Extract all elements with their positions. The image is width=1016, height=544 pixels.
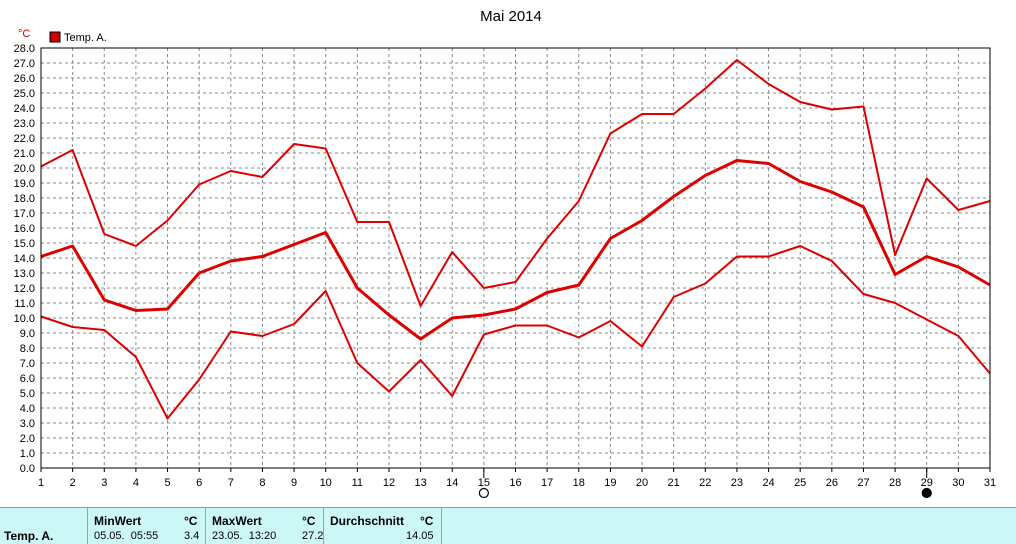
x-tick-label: 24 (762, 477, 774, 489)
y-tick-label: 4.0 (20, 403, 35, 415)
y-axis-ticks: 0.0 1.0 2.0 3.0 4.0 5.0 6.0 7.0 8.0 9.0 10.0 11.0 12… (14, 43, 35, 475)
series-line-avg (40, 159, 991, 341)
min-date: 05.05. 05:55 (94, 530, 159, 542)
x-tick-label: 4 (133, 477, 139, 489)
legend-label: Temp. A. (64, 32, 107, 44)
x-tick-label: 18 (573, 477, 585, 489)
x-tick-label: 22 (699, 477, 711, 489)
x-tick-label: 1 (38, 477, 44, 489)
x-tick-label: 29 (921, 477, 933, 489)
x-tick-label: 5 (164, 477, 170, 489)
statistics-bar: Temp. A. MinWert °C 05.05. 05:55 3.4 Max… (0, 507, 1016, 544)
avg-unit: °C (420, 514, 434, 528)
max-unit: °C (302, 514, 316, 528)
min-header: MinWert (94, 514, 142, 528)
x-tick-label: 13 (414, 477, 426, 489)
y-tick-label: 28.0 (14, 43, 35, 55)
y-tick-label: 25.0 (14, 88, 35, 100)
grid (41, 48, 990, 468)
x-tick-label: 14 (446, 477, 458, 489)
y-tick-label: 17.0 (14, 208, 35, 220)
stats-row-label-cell: Temp. A. (0, 508, 88, 544)
x-tick-label: 3 (101, 477, 107, 489)
x-tick-label: 30 (952, 477, 964, 489)
x-tick-label: 15 (478, 477, 490, 489)
x-tick-label: 23 (731, 477, 743, 489)
x-tick-label: 10 (320, 477, 332, 489)
min-value: 3.4 (184, 530, 200, 542)
x-tick-label: 26 (826, 477, 838, 489)
chart-title: Mai 2014 (480, 8, 542, 25)
y-tick-label: 9.0 (20, 328, 35, 340)
x-tick-label: 27 (857, 477, 869, 489)
max-value: 27.2 (302, 530, 324, 542)
x-tick-label: 2 (70, 477, 76, 489)
y-tick-label: 1.0 (20, 448, 35, 460)
x-tick-label: 28 (889, 477, 901, 489)
y-tick-label: 13.0 (14, 268, 35, 280)
avg-value: 14.05 (406, 530, 434, 542)
max-date: 23.05. 13:20 (212, 530, 277, 542)
y-tick-label: 12.0 (14, 283, 35, 295)
x-tick-label: 6 (196, 477, 202, 489)
max-header: MaxWert (212, 514, 262, 528)
y-tick-label: 20.0 (14, 163, 35, 175)
x-tick-label: 11 (352, 477, 363, 489)
stats-avg-cell: Durchschnitt °C 14.05 (324, 508, 442, 544)
y-tick-label: 5.0 (20, 388, 35, 400)
series-lines (40, 59, 991, 420)
y-tick-label: 8.0 (20, 343, 35, 355)
y-tick-label: 21.0 (14, 148, 35, 160)
y-tick-label: 6.0 (20, 373, 35, 385)
x-tick-label: 19 (604, 477, 616, 489)
y-tick-label: 7.0 (20, 358, 35, 370)
x-tick-label: 21 (668, 477, 680, 489)
stats-max-cell: MaxWert °C 23.05. 13:20 27.2 (206, 508, 324, 544)
y-tick-label: 19.0 (14, 178, 35, 190)
x-tick-label: 7 (228, 477, 234, 489)
x-tick-label: 25 (794, 477, 806, 489)
x-tick-label: 17 (541, 477, 553, 489)
temperature-chart: Mai 2014 °C Temp. A. 0.0 1.0 2.0 3.0 4.0 5.0 6… (14, 8, 996, 499)
x-tick-label: 9 (291, 477, 297, 489)
series-line-max (40, 59, 991, 307)
avg-header: Durchschnitt (330, 514, 405, 528)
y-tick-label: 24.0 (14, 103, 35, 115)
y-tick-label: 14.0 (14, 253, 35, 265)
x-tick-label: 12 (383, 477, 395, 489)
plot-frame (40, 47, 991, 469)
x-tick-label: 8 (259, 477, 265, 489)
legend-swatch (49, 31, 61, 43)
y-tick-label: 23.0 (14, 118, 35, 130)
y-tick-label: 2.0 (20, 433, 35, 445)
x-tick-label: 31 (984, 477, 996, 489)
y-tick-label: 18.0 (14, 193, 35, 205)
stats-min-cell: MinWert °C 05.05. 05:55 3.4 (88, 508, 206, 544)
x-tick-label: 20 (636, 477, 648, 489)
new-moon-icon (921, 487, 932, 499)
series-line-min (40, 245, 991, 420)
min-unit: °C (184, 514, 198, 528)
x-tick-label: 16 (509, 477, 521, 489)
y-tick-label: 26.0 (14, 73, 35, 85)
y-tick-label: 10.0 (14, 313, 35, 325)
y-axis-unit: °C (18, 28, 30, 40)
stats-row-label: Temp. A. (4, 529, 54, 543)
y-tick-label: 27.0 (14, 58, 35, 70)
y-tick-label: 22.0 (14, 133, 35, 145)
y-tick-label: 3.0 (20, 418, 35, 430)
y-tick-label: 11.0 (14, 298, 35, 310)
x-axis-ticks: 1 2 3 4 5 6 7 8 9 10 11 12 13 14 15 16 17 18 19 20 21 22 23 24 2… (38, 468, 996, 489)
full-moon-icon (478, 487, 489, 499)
y-tick-label: 15.0 (14, 238, 35, 250)
y-tick-label: 16.0 (14, 223, 35, 235)
moon-markers (478, 468, 932, 499)
y-tick-label: 0.0 (20, 463, 35, 475)
